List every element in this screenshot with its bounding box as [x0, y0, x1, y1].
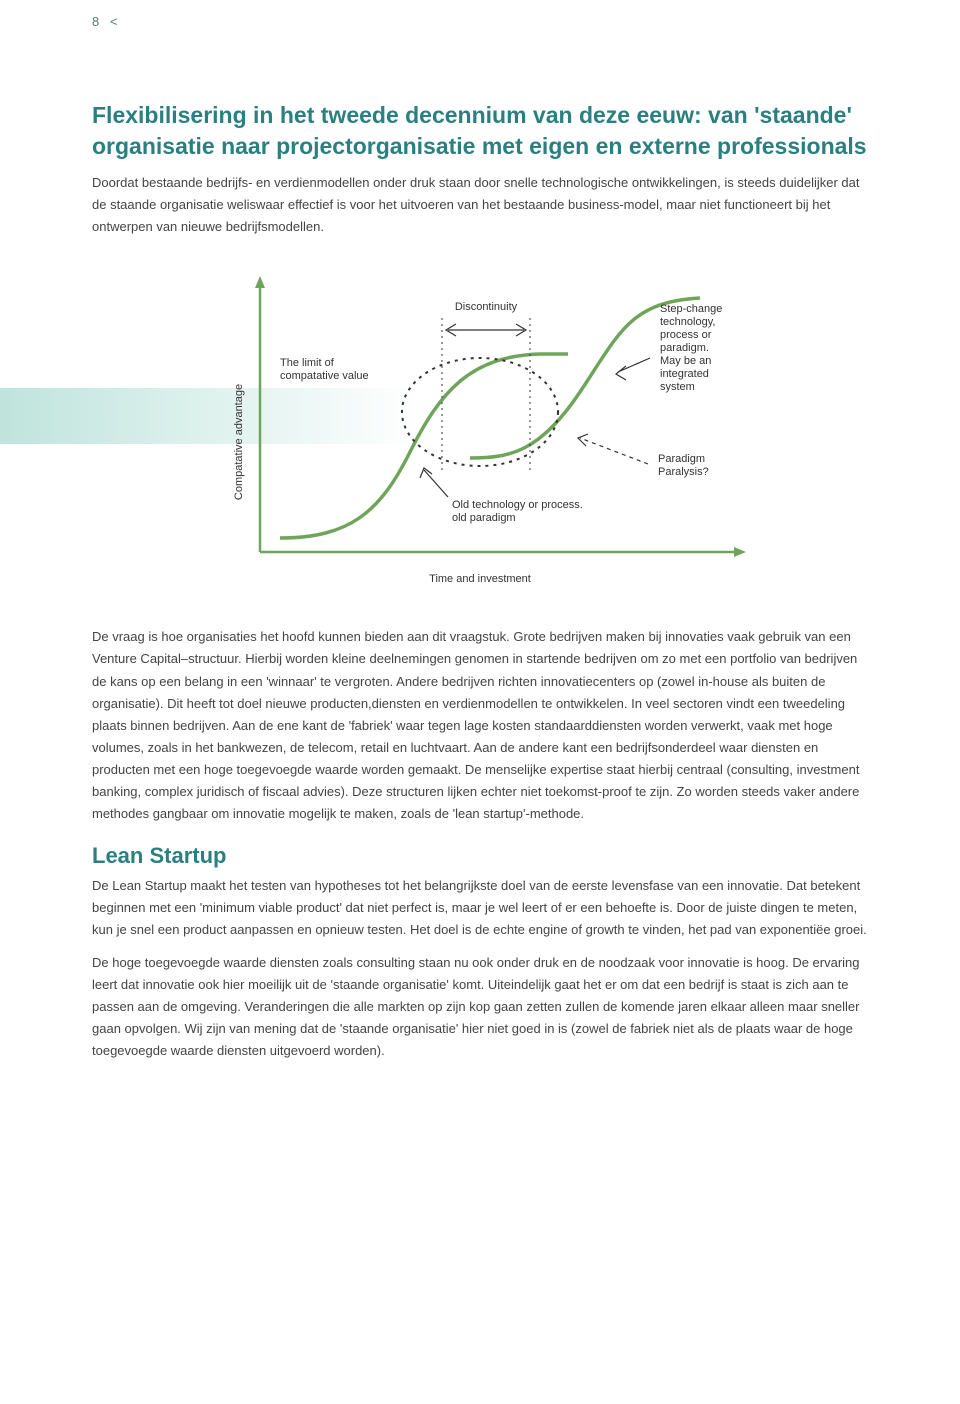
label-paralysis: Paradigm Paralysis?	[658, 453, 709, 478]
para-intro: Doordat bestaande bedrijfs- en verdienmo…	[92, 172, 868, 238]
para-lean2: De hoge toegevoegde waarde diensten zoal…	[92, 952, 868, 1062]
discontinuity-ellipse	[402, 358, 558, 466]
x-axis-label: Time and investment	[429, 573, 531, 585]
arrow-paralysis	[578, 434, 648, 464]
heading-flexibilisering: Flexibilisering in het tweede decennium …	[92, 100, 868, 162]
para-main: De vraag is hoe organisaties het hoofd k…	[92, 626, 868, 825]
page-number: 8	[92, 14, 99, 29]
page-marker: <	[110, 14, 118, 29]
arrow-old	[420, 468, 448, 497]
label-old: Old technology or process. old paradigm	[452, 499, 586, 524]
label-discontinuity: Discontinuity	[455, 301, 518, 313]
discontinuity-arrow	[446, 324, 526, 336]
label-step: Step-change technology, process or parad…	[660, 303, 725, 393]
y-axis-label: Compatative advantage	[233, 384, 245, 500]
heading-lean-startup: Lean Startup	[92, 843, 868, 869]
s-curve-diagram: Compatative advantage Time and investmen…	[92, 262, 868, 602]
para-lean1: De Lean Startup maakt het testen van hyp…	[92, 875, 868, 941]
page-content: Flexibilisering in het tweede decennium …	[0, 0, 960, 1112]
label-limit: The limit of compatative value	[280, 357, 369, 382]
arrow-step	[616, 358, 650, 380]
